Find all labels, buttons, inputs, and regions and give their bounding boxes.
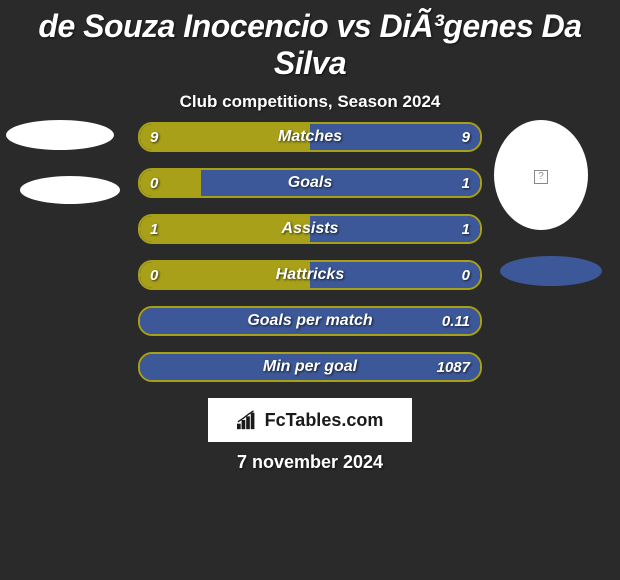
logo-box[interactable]: FcTables.com xyxy=(208,398,412,442)
stat-label: Assists xyxy=(140,216,480,242)
stat-bar-row: Min per goal1087 xyxy=(138,352,482,382)
stat-value-player1: 9 xyxy=(150,124,158,150)
stat-bar-row: Assists1 1 xyxy=(138,214,482,244)
stat-label: Goals xyxy=(140,170,480,196)
stat-bar-row: Goals0 1 xyxy=(138,168,482,198)
stat-bar-row: Matches9 9 xyxy=(138,122,482,152)
page-subtitle: Club competitions, Season 2024 xyxy=(0,92,620,112)
placeholder-icon: ? xyxy=(534,170,548,184)
stat-value-player2: 1 xyxy=(462,170,470,196)
decorative-ellipse xyxy=(500,256,602,286)
stat-value-player1: 0 xyxy=(150,262,158,288)
stat-value-player1: 0 xyxy=(150,170,158,196)
stat-value-player1: 1 xyxy=(150,216,158,242)
decorative-ellipse xyxy=(6,120,114,150)
comparison-chart: Matches99Goals01Assists11Hattricks00Goal… xyxy=(138,122,482,398)
stat-label: Hattricks xyxy=(140,262,480,288)
stat-value-player2: 1 xyxy=(462,216,470,242)
logo-text: FcTables.com xyxy=(265,410,384,431)
stat-value-player2: 0.11 xyxy=(442,308,470,334)
stat-value-player2: 0 xyxy=(462,262,470,288)
stat-bar-row: Hattricks0 0 xyxy=(138,260,482,290)
bars-icon xyxy=(237,410,259,430)
stat-bar-row: Goals per match0.11 xyxy=(138,306,482,336)
stat-label: Min per goal xyxy=(140,354,480,380)
page-title: de Souza Inocencio vs DiÃ³genes Da Silva xyxy=(0,0,620,82)
stat-value-player2: 9 xyxy=(462,124,470,150)
stat-value-player2: 1087 xyxy=(437,354,470,380)
stat-label: Matches xyxy=(140,124,480,150)
date-label: 7 november 2024 xyxy=(0,452,620,473)
decorative-ellipse xyxy=(20,176,120,204)
stat-label: Goals per match xyxy=(140,308,480,334)
